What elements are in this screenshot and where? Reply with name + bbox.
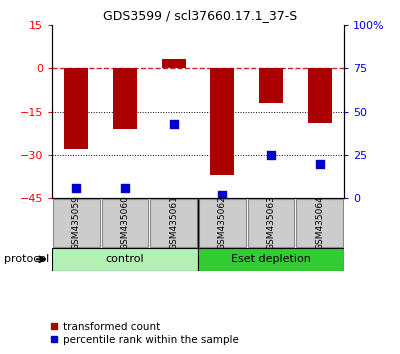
Point	[73, 185, 80, 191]
Bar	[53, 199, 100, 247]
Bar	[248, 199, 294, 247]
Text: control: control	[106, 254, 144, 264]
Bar	[162, 59, 186, 68]
Text: GSM435062: GSM435062	[218, 196, 227, 250]
Bar	[113, 68, 137, 129]
Text: GSM435061: GSM435061	[169, 195, 178, 251]
Text: protocol: protocol	[4, 254, 49, 264]
Text: GSM435060: GSM435060	[120, 195, 130, 251]
Legend: transformed count, percentile rank within the sample: transformed count, percentile rank withi…	[45, 317, 243, 349]
Point	[268, 152, 274, 158]
Point	[122, 185, 128, 191]
Bar	[52, 248, 198, 271]
Bar	[296, 199, 343, 247]
Text: Eset depletion: Eset depletion	[231, 254, 311, 264]
Text: GDS3599 / scl37660.17.1_37-S: GDS3599 / scl37660.17.1_37-S	[103, 9, 297, 22]
Text: GSM435059: GSM435059	[72, 195, 81, 251]
Bar	[210, 68, 234, 175]
Text: GSM435064: GSM435064	[315, 196, 324, 250]
Point	[170, 121, 177, 126]
Point	[219, 192, 226, 198]
Bar	[259, 68, 283, 103]
Bar	[64, 68, 88, 149]
Text: GSM435063: GSM435063	[266, 195, 276, 251]
Bar	[102, 199, 148, 247]
Bar	[199, 199, 246, 247]
Bar	[198, 248, 344, 271]
Bar	[308, 68, 332, 123]
Point	[316, 161, 323, 166]
Bar	[150, 199, 197, 247]
